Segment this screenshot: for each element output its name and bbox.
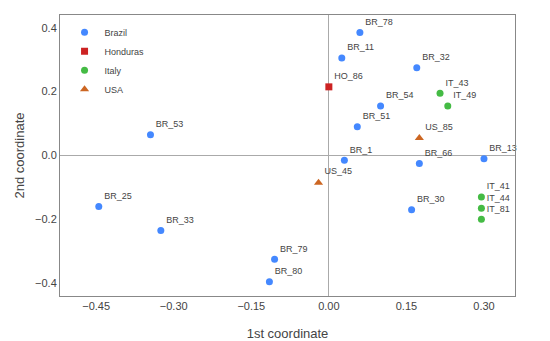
svg-text:1st coordinate: 1st coordinate xyxy=(247,326,329,341)
svg-text:BR_30: BR_30 xyxy=(417,194,445,204)
svg-text:US_45: US_45 xyxy=(325,166,353,176)
svg-text:Brazil: Brazil xyxy=(105,28,128,38)
svg-text:Honduras: Honduras xyxy=(105,47,145,57)
svg-text:0.0: 0.0 xyxy=(42,149,57,161)
svg-text:BR_78: BR_78 xyxy=(365,17,393,27)
svg-text:BR_51: BR_51 xyxy=(363,111,391,121)
svg-text:0.4: 0.4 xyxy=(42,22,57,34)
svg-text:−0.4: −0.4 xyxy=(35,277,57,289)
svg-text:BR_11: BR_11 xyxy=(347,42,374,52)
svg-text:BR_53: BR_53 xyxy=(156,119,184,129)
svg-text:−0.45: −0.45 xyxy=(82,300,110,312)
svg-text:BR_80: BR_80 xyxy=(275,266,303,276)
svg-text:0.15: 0.15 xyxy=(396,300,417,312)
svg-text:IT_49: IT_49 xyxy=(453,90,476,100)
svg-text:BR_32: BR_32 xyxy=(422,52,450,62)
svg-text:2nd coordinate: 2nd coordinate xyxy=(12,112,27,198)
svg-text:IT_41: IT_41 xyxy=(487,181,510,191)
svg-text:0.30: 0.30 xyxy=(473,300,494,312)
svg-text:BR_1: BR_1 xyxy=(350,145,373,155)
svg-text:−0.15: −0.15 xyxy=(237,300,265,312)
svg-text:0.00: 0.00 xyxy=(318,300,339,312)
svg-text:0.2: 0.2 xyxy=(42,85,57,97)
svg-text:IT_81: IT_81 xyxy=(487,204,510,214)
svg-text:BR_13: BR_13 xyxy=(489,143,517,153)
svg-text:Italy: Italy xyxy=(105,66,122,76)
svg-text:HO_86: HO_86 xyxy=(334,71,363,81)
svg-text:BR_79: BR_79 xyxy=(280,244,308,254)
svg-text:BR_33: BR_33 xyxy=(166,215,194,225)
svg-text:−0.30: −0.30 xyxy=(160,300,188,312)
svg-text:BR_54: BR_54 xyxy=(386,90,414,100)
svg-text:IT_44: IT_44 xyxy=(487,193,510,203)
svg-text:BR_66: BR_66 xyxy=(425,148,453,158)
svg-text:US_85: US_85 xyxy=(425,122,453,132)
svg-text:−0.2: −0.2 xyxy=(35,213,57,225)
svg-text:IT_43: IT_43 xyxy=(445,78,468,88)
svg-text:BR_25: BR_25 xyxy=(104,191,132,201)
svg-text:USA: USA xyxy=(105,85,124,95)
